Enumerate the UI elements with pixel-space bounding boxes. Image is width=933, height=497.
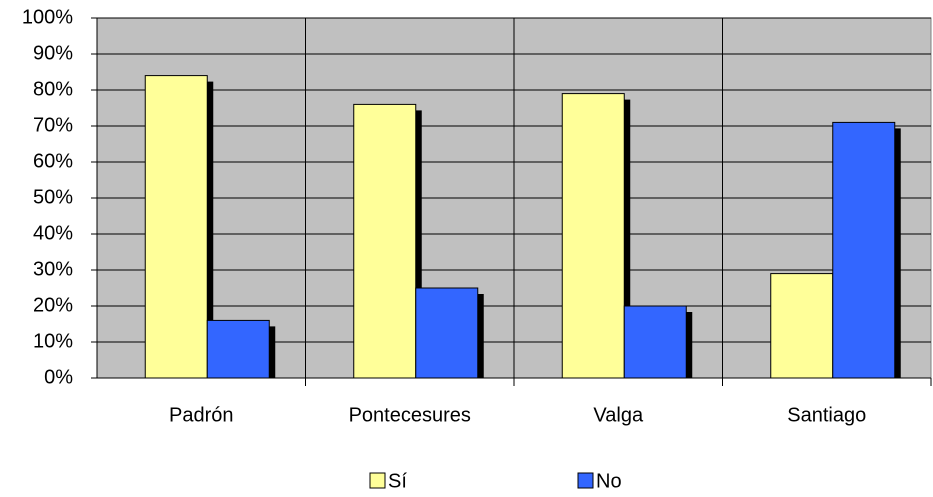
x-tick-label: Padrón: [169, 404, 234, 426]
x-tick-label: Valga: [593, 404, 644, 426]
bar: [206, 319, 270, 379]
bar: [770, 273, 834, 379]
bar: [415, 287, 479, 379]
bar: [353, 103, 417, 379]
bar-shadow: [686, 312, 693, 378]
y-tick-label: 40%: [33, 222, 73, 244]
x-tick-label: Pontecesures: [349, 404, 471, 426]
y-tick-label: 10%: [33, 330, 73, 352]
bar-shadow: [269, 326, 276, 378]
y-tick-label: 80%: [33, 78, 73, 100]
y-tick-label: 90%: [33, 42, 73, 64]
y-tick-label: 0%: [44, 366, 73, 388]
legend-label: Sí: [388, 470, 407, 492]
x-tick-label: Santiago: [787, 404, 866, 426]
bar: [144, 75, 208, 379]
bar: [561, 93, 625, 379]
bar-shadow: [477, 294, 484, 378]
legend-swatch: [577, 472, 594, 489]
legend-swatch: [369, 472, 386, 489]
bar-shadow: [207, 81, 214, 378]
y-tick-label: 20%: [33, 294, 73, 316]
y-tick-label: 100%: [22, 6, 73, 28]
bar: [832, 121, 896, 379]
y-tick-label: 60%: [33, 150, 73, 172]
y-tick-label: 70%: [33, 114, 73, 136]
bar-shadow: [894, 128, 901, 378]
bar-shadow: [624, 99, 631, 378]
legend-label: No: [596, 470, 622, 492]
y-tick-label: 50%: [33, 186, 73, 208]
y-tick-label: 30%: [33, 258, 73, 280]
bar: [623, 305, 687, 379]
bar-shadow: [415, 110, 422, 379]
